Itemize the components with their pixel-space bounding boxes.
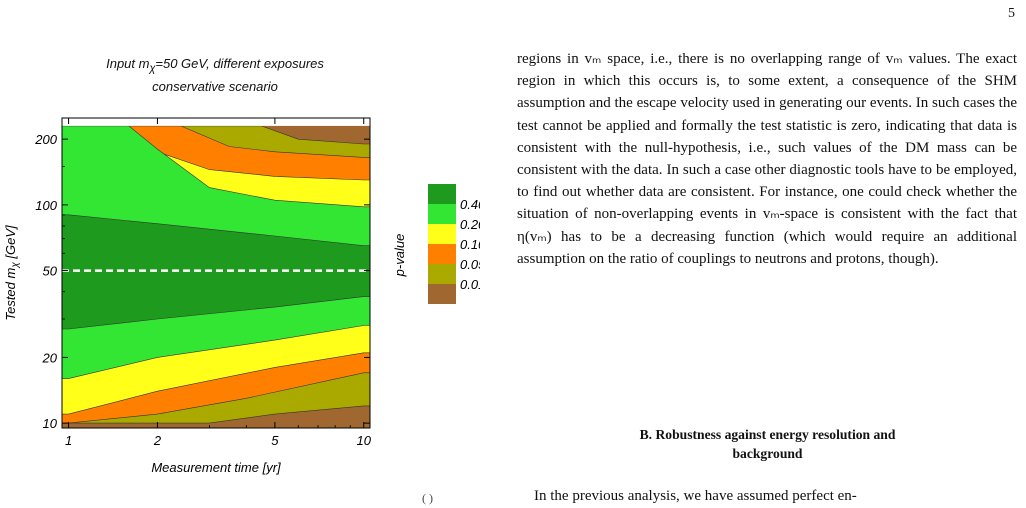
colorbar-label: 0.10 [460,237,480,252]
colorbar-label: 0.01 [460,277,480,292]
colorbar-swatch [428,184,456,204]
title-mass-subscript: χ [149,62,156,75]
colorbar-swatch [428,264,456,284]
no-data-band [62,118,370,126]
section-heading-line1: B. Robustness against energy resolution … [639,427,896,442]
colorbar-title: p-value [392,234,407,278]
title-mass-rest: =50 GeV, different exposures [155,56,324,71]
x-tick-label: 2 [153,433,162,448]
next-paragraph-start: In the previous analysis, we have assume… [534,488,857,504]
y-tick-label: 20 [42,350,58,365]
title-mass-label: Input m [106,56,150,71]
x-tick-label: 10 [357,433,372,448]
body-paragraph: regions in vₘ space, i.e., there is no o… [517,51,1017,267]
x-axis-label: Measurement time [yr] [151,460,281,475]
body-text-column: regions in vₘ space, i.e., there is no o… [517,48,1017,270]
y-tick-label: 10 [43,416,58,431]
colorbar-label: 0.20 [460,217,480,232]
colorbar-swatch [428,284,456,304]
y-axis-label: Tested mχ [GeV] [3,225,21,321]
y-tick-label: 100 [35,198,57,213]
plot-frame [61,117,371,429]
section-heading: B. Robustness against energy resolution … [525,425,1010,463]
figure-title-line2: conservative scenario [152,79,278,94]
contour-figure: Input mχ=50 GeV, different exposures con… [0,0,480,508]
contour-plot-svg: 1 2 5 10 10 20 50 100 200 0.40 0.20 0.10 0.05 0.01 M… [3,117,480,475]
colorbar-label: 0.40 [460,197,480,212]
y-tick-label: 200 [34,132,57,147]
caption-fragment: ( ) [422,491,433,505]
colorbar-swatch [428,224,456,244]
section-heading-line2: background [732,446,803,461]
colorbar-label: 0.05 [460,257,480,272]
figure-title-line1: Input mχ=50 GeV, different exposures [60,56,370,75]
colorbar-swatch [428,204,456,224]
x-tick-label: 5 [271,433,279,448]
region-0.40 [62,214,370,330]
colorbar-swatch [428,244,456,264]
page-number: 5 [1008,6,1015,21]
y-tick-label: 50 [43,264,58,279]
x-tick-label: 1 [65,433,72,448]
